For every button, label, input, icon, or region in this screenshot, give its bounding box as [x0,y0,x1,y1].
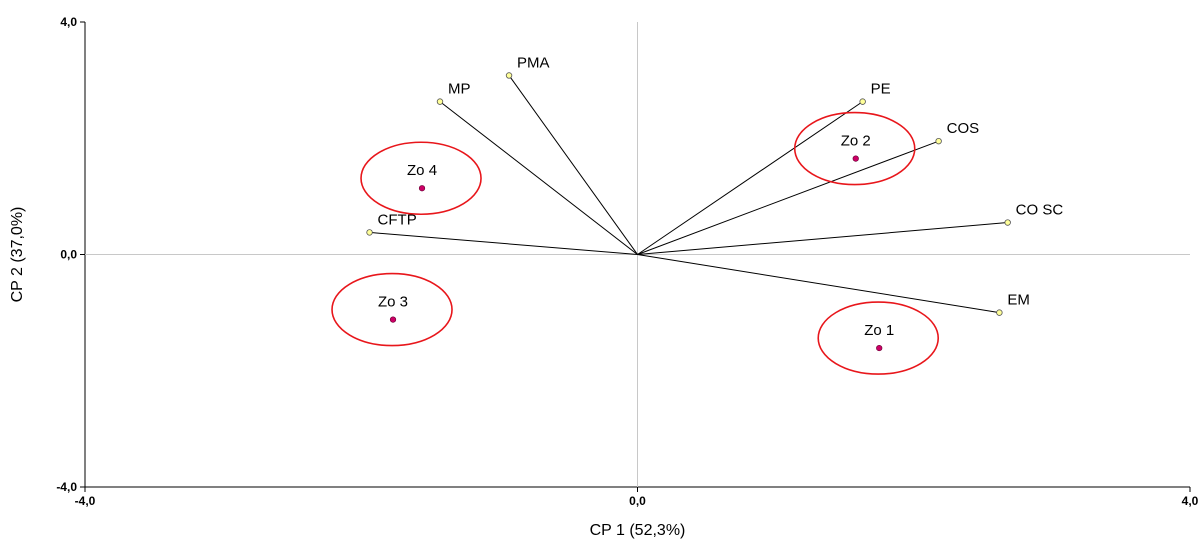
variable-point-co-sc [1004,219,1011,226]
y-tick-label: 4,0 [60,15,77,29]
observation-label-zo-1: Zo 1 [864,322,894,339]
variable-point-cftp [366,229,373,236]
variable-point-pma [505,72,513,79]
variable-label-cftp: CFTP [378,211,417,228]
observation-point-zo-3 [389,316,397,323]
x-tick-label: -4,0 [75,494,96,508]
variable-label-cos: COS [947,120,980,137]
variable-point-cos [935,137,942,145]
y-tick-label: 0,0 [60,248,77,262]
observation-point-zo-4 [418,185,426,192]
highlight-ellipses [331,111,940,375]
observation-label-zo-3: Zo 3 [378,294,408,311]
variable-point-em [996,309,1003,316]
x-tick-label: 0,0 [629,494,646,508]
observation-label-zo-4: Zo 4 [407,162,437,179]
loading-lines [369,75,1008,314]
axis-ticks: -4,0 0,0 4,0 4,0 0,0 -4,0 [56,15,1198,508]
loading-line-co-sc [637,222,1008,255]
variable-label-pe: PE [871,81,891,98]
highlight-ellipse-zo-2 [793,111,916,186]
x-tick-label: 4,0 [1182,494,1199,508]
variable-label-em: EM [1007,292,1029,309]
data-points [366,72,1011,352]
highlight-ellipse-zo-4 [360,141,482,216]
observation-point-zo-2 [852,155,859,162]
y-tick-label: -4,0 [56,480,77,494]
loading-line-pma [508,75,638,255]
observation-label-zo-2: Zo 2 [841,133,871,150]
variable-label-mp: MP [448,81,471,98]
x-axis-title: CP 1 (52,3%) [590,522,686,539]
loading-line-cos [637,140,939,255]
variable-point-pe [859,98,866,105]
highlight-ellipse-zo-1 [817,301,940,375]
observation-point-zo-1 [876,344,883,352]
y-axis-title: CP 2 (37,0%) [9,207,26,303]
loading-line-mp [439,101,638,255]
variable-label-pma: PMA [517,54,550,71]
loading-line-pe [637,101,863,255]
variable-label-co-sc: CO SC [1016,202,1064,219]
highlight-ellipse-zo-3 [331,272,453,347]
loading-line-em [637,254,1000,314]
variable-point-mp [436,98,444,105]
point-labels: PMA MP CFTP PE COS CO SC EM Zo 4 Zo 3 Zo 2 Zo 1 [378,54,1064,339]
loading-line-cftp [369,231,638,255]
